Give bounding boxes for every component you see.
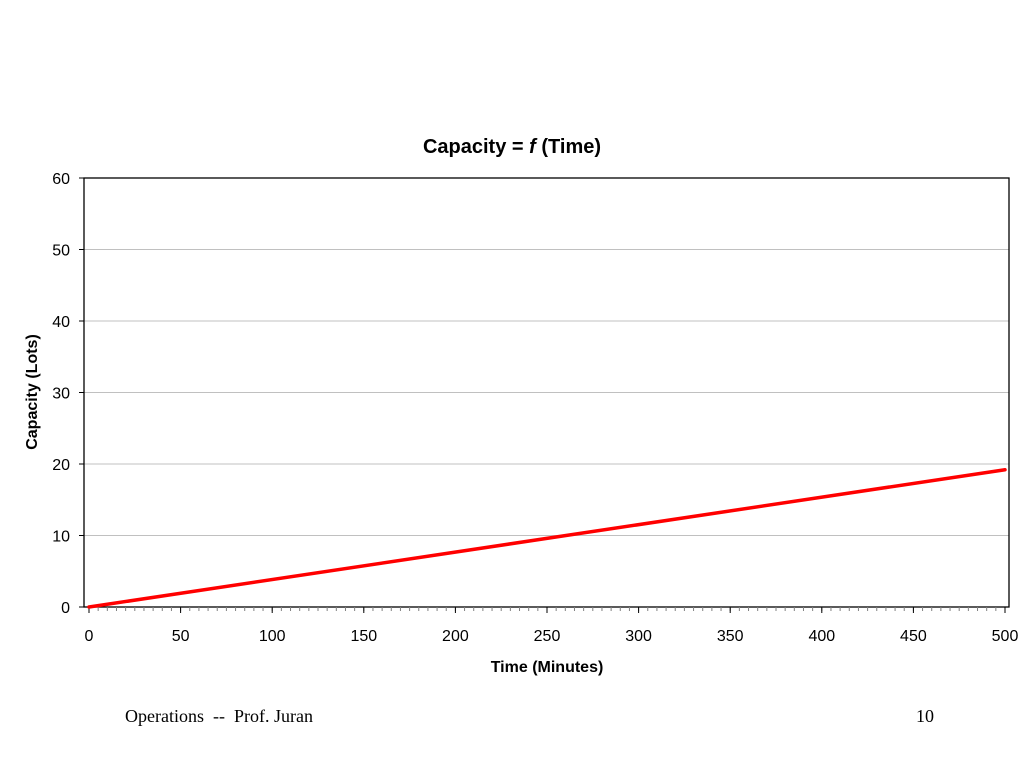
y-tick-label: 20 [52, 457, 70, 474]
chart-title: Capacity = f (Time) [423, 136, 601, 158]
x-axis-ticks: 0 50 100 150 200 250 300 350 400 450 500 [85, 607, 1019, 645]
x-tick-label: 100 [259, 628, 286, 645]
y-tick-label: 60 [52, 171, 70, 188]
x-axis-label: Time (Minutes) [491, 659, 604, 676]
x-tick-label: 300 [625, 628, 652, 645]
x-tick-label: 200 [442, 628, 469, 645]
y-axis-label: Capacity (Lots) [24, 334, 41, 450]
x-minor-ticks [88, 607, 1006, 611]
footer-course-credit: Operations -- Prof. Juran [125, 706, 313, 726]
x-tick-label: 400 [808, 628, 835, 645]
x-tick-label: 250 [534, 628, 561, 645]
slide-page-number: 10 [916, 706, 934, 726]
y-tick-label: 10 [52, 529, 70, 546]
chart-title-prefix: Capacity = [423, 136, 529, 158]
x-tick-label: 450 [900, 628, 927, 645]
gridlines [84, 249, 1009, 536]
y-tick-label: 50 [52, 243, 70, 260]
x-tick-label: 350 [717, 628, 744, 645]
x-tick-label: 150 [350, 628, 377, 645]
chart-title-function: f [529, 136, 538, 158]
chart-title-suffix: (Time) [536, 136, 601, 158]
y-axis-ticks: 0 10 20 30 40 50 60 [52, 171, 84, 617]
capacity-chart: Capacity = f (Time) 0 50 100 150 200 250 300 35… [24, 136, 1019, 676]
y-tick-label: 0 [61, 600, 70, 617]
y-tick-label: 40 [52, 314, 70, 331]
y-tick-label: 30 [52, 386, 70, 403]
series-layer [87, 467, 1007, 609]
x-tick-label: 50 [172, 628, 190, 645]
x-tick-label: 0 [85, 628, 94, 645]
series-line-capacity [87, 467, 1007, 609]
x-tick-label: 500 [992, 628, 1019, 645]
